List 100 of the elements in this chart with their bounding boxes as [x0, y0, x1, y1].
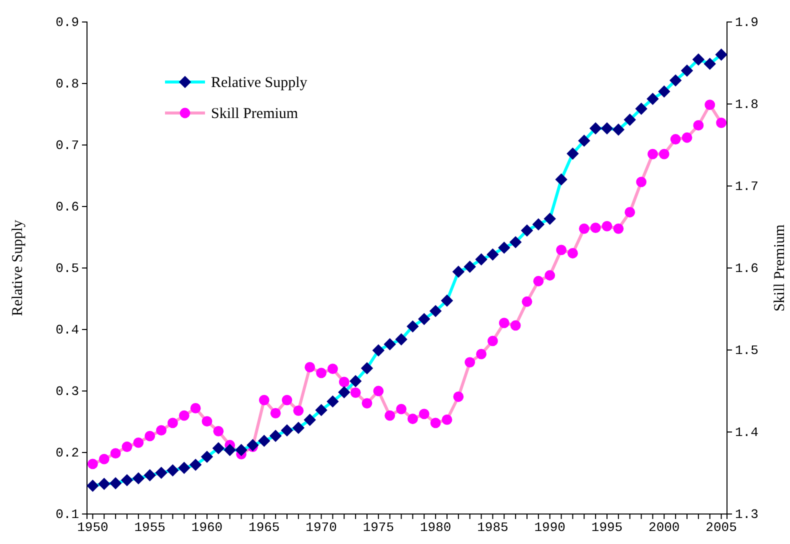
point: [429, 304, 442, 318]
point: [315, 404, 328, 416]
point: [212, 442, 225, 454]
y-tick-label: 0.7: [56, 138, 79, 154]
point: [86, 480, 99, 492]
y-tick-label: 0.8: [56, 76, 79, 92]
point: [235, 444, 248, 456]
point: [682, 132, 692, 143]
point: [132, 472, 145, 484]
point: [544, 212, 556, 225]
point: [452, 266, 465, 278]
x-tick-label: 1980: [420, 520, 452, 536]
point: [360, 362, 374, 374]
point: [122, 442, 132, 452]
point: [442, 414, 452, 425]
point: [190, 403, 201, 414]
point: [612, 124, 625, 136]
point: [693, 120, 704, 131]
point: [486, 248, 499, 261]
point: [716, 118, 726, 128]
point: [384, 338, 396, 350]
point: [133, 437, 144, 448]
y-tick-label: 0.6: [56, 200, 79, 215]
point: [418, 312, 430, 326]
point: [270, 408, 281, 418]
point: [280, 424, 294, 436]
point: [600, 122, 614, 134]
point: [590, 222, 601, 234]
point: [144, 469, 156, 482]
point: [440, 294, 454, 307]
point: [533, 276, 544, 286]
point: [578, 134, 590, 147]
point: [373, 386, 384, 396]
x-tick-label: 1975: [362, 520, 394, 536]
y2-tick-label: 1.5: [735, 343, 758, 358]
point: [453, 392, 464, 402]
y-axis-title: Relative Supply: [10, 219, 26, 316]
point: [613, 223, 624, 234]
y-tick-label: 0.3: [56, 384, 79, 400]
y2-axis-title: Skill Premium: [772, 224, 788, 312]
point: [166, 464, 179, 476]
legend-label: Skill Premium: [211, 106, 298, 122]
y2-tick-label: 1.4: [735, 425, 759, 440]
x-tick-label: 1970: [306, 520, 337, 536]
x-tick-label: 1995: [591, 520, 623, 536]
point: [566, 148, 579, 160]
point: [658, 148, 670, 160]
point: [520, 224, 534, 237]
point: [144, 430, 156, 442]
point: [293, 405, 304, 416]
point: [635, 102, 648, 115]
point: [395, 333, 408, 346]
x-tick-label: 1985: [477, 520, 508, 536]
point: [670, 134, 681, 144]
point: [636, 176, 646, 188]
y-tick-label: 0.4: [56, 322, 80, 338]
point: [282, 394, 292, 406]
y2-tick-label: 1.3: [735, 507, 758, 522]
point: [304, 362, 316, 372]
point: [304, 414, 316, 426]
point: [568, 248, 578, 258]
point: [704, 58, 716, 70]
point: [109, 477, 122, 490]
y2-tick-label: 1.6: [735, 261, 758, 276]
y-tick-label: 0.9: [56, 15, 79, 30]
point: [715, 48, 728, 61]
y-tick-label: 0.2: [56, 446, 79, 461]
point: [510, 320, 521, 331]
point: [509, 236, 522, 248]
point: [88, 458, 98, 470]
point: [120, 474, 134, 486]
point: [555, 173, 568, 186]
y2-tick-label: 1.8: [735, 97, 758, 112]
point: [213, 426, 224, 436]
x-tick-label: 1955: [134, 520, 166, 536]
point: [692, 53, 705, 66]
point: [202, 416, 212, 427]
point: [532, 218, 545, 230]
point: [464, 357, 476, 368]
point: [338, 386, 350, 398]
point: [522, 296, 532, 307]
x-tick-label: 2005: [706, 520, 737, 536]
point: [372, 344, 385, 357]
y-tick-label: 0.1: [56, 507, 80, 522]
point: [498, 318, 510, 328]
point: [430, 418, 441, 428]
point: [475, 253, 488, 266]
point: [658, 85, 670, 98]
point: [189, 458, 202, 471]
point: [156, 425, 166, 436]
point: [578, 223, 590, 234]
point: [224, 444, 236, 456]
point: [349, 375, 362, 388]
point: [326, 395, 339, 408]
point: [258, 434, 270, 447]
point: [624, 207, 636, 218]
point: [589, 122, 602, 134]
point: [110, 448, 121, 459]
y-tick-label: 0.5: [56, 261, 79, 276]
point: [498, 242, 510, 254]
